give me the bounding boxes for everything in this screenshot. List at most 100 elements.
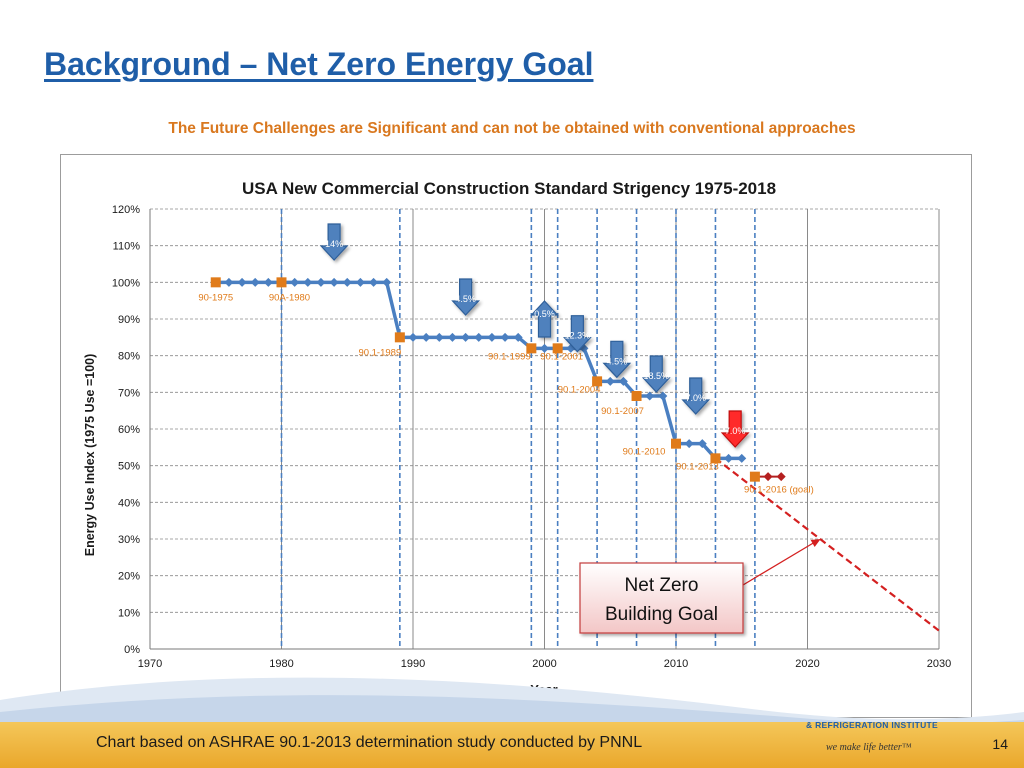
standard-label: 90.1-2010 bbox=[623, 447, 666, 458]
y-tick-label: 100% bbox=[112, 277, 140, 289]
y-tick-label: 0% bbox=[124, 644, 140, 656]
reduction-label: 4.5% bbox=[455, 294, 476, 304]
standard-marker bbox=[710, 453, 721, 464]
series-point bbox=[487, 332, 497, 342]
reduction-arrow bbox=[681, 377, 711, 415]
callout-arrowhead bbox=[810, 539, 821, 547]
standard-label: 90.1-2004 bbox=[558, 384, 601, 395]
series-point bbox=[421, 332, 431, 342]
page-number: 14 bbox=[992, 736, 1008, 752]
standard-marker bbox=[394, 332, 405, 343]
x-tick-label: 2000 bbox=[532, 658, 556, 670]
standard-marker bbox=[631, 391, 642, 401]
footer-bar bbox=[0, 722, 1024, 768]
series-point bbox=[434, 332, 444, 342]
y-tick-label: 40% bbox=[118, 497, 140, 509]
x-tick-label: 1970 bbox=[138, 658, 162, 670]
series-point bbox=[645, 391, 655, 401]
reduction-arrow bbox=[641, 355, 671, 393]
y-tick-label: 110% bbox=[113, 241, 141, 253]
callout-line-2: Building Goal bbox=[605, 604, 718, 625]
chart-title: USA New Commercial Construction Standard… bbox=[242, 179, 776, 198]
reduction-label: 14% bbox=[325, 239, 343, 249]
y-tick-label: 20% bbox=[118, 571, 140, 583]
y-tick-label: 50% bbox=[118, 461, 140, 473]
reduction-label: 18.5% bbox=[644, 371, 670, 381]
net-zero-trend-line bbox=[714, 457, 940, 632]
series-point bbox=[316, 277, 326, 287]
series-point bbox=[540, 343, 549, 353]
x-tick-label: 1990 bbox=[401, 658, 425, 670]
footer-caption: Chart based on ASHRAE 90.1-2013 determin… bbox=[96, 734, 643, 751]
reduction-label: 7.0% bbox=[685, 393, 706, 403]
standard-label: 90.1-2007 bbox=[601, 406, 644, 417]
standard-label: 90.1-2013 bbox=[676, 461, 719, 472]
standard-marker bbox=[276, 277, 287, 288]
standard-marker bbox=[749, 471, 760, 482]
x-tick-label: 1980 bbox=[269, 658, 293, 670]
series-point bbox=[408, 332, 418, 342]
series-point bbox=[684, 439, 694, 449]
series-point bbox=[342, 277, 352, 287]
series-point bbox=[382, 277, 392, 287]
series-point bbox=[355, 277, 365, 287]
standard-marker bbox=[592, 376, 603, 387]
series-point bbox=[329, 277, 339, 287]
callout-line-1: Net Zero bbox=[625, 575, 699, 596]
standard-label: 90.1-2016 (goal) bbox=[744, 485, 814, 496]
slide-title: Background – Net Zero Energy Goal bbox=[44, 46, 594, 82]
tagline: we make life better™ bbox=[826, 742, 912, 753]
y-tick-label: 10% bbox=[118, 607, 140, 619]
series-point bbox=[566, 343, 576, 353]
series-point bbox=[579, 343, 589, 353]
org-name: & REFRIGERATION INSTITUTE bbox=[806, 720, 939, 730]
series-point bbox=[474, 332, 484, 342]
standard-label: 90.1-1999 bbox=[488, 351, 531, 362]
reduction-label: 0.5% bbox=[534, 309, 555, 319]
x-tick-label: 2030 bbox=[927, 658, 951, 670]
series-point bbox=[461, 332, 471, 342]
standard-marker bbox=[526, 343, 537, 354]
series-point bbox=[737, 453, 747, 463]
series-point bbox=[500, 332, 510, 342]
x-tick-label: 2010 bbox=[664, 658, 688, 670]
series-point bbox=[658, 391, 668, 401]
series-point bbox=[776, 472, 786, 482]
y-tick-label: 30% bbox=[118, 534, 140, 546]
series-point bbox=[290, 277, 300, 287]
y-tick-label: 120% bbox=[112, 204, 140, 216]
series-point bbox=[697, 439, 707, 449]
chart-canvas: USA New Commercial Construction Standard… bbox=[83, 179, 951, 697]
reduction-arrow-highlight bbox=[720, 410, 750, 448]
y-tick-label: 80% bbox=[118, 351, 140, 363]
series-point bbox=[618, 376, 628, 386]
series-point bbox=[369, 277, 379, 287]
series-point bbox=[513, 332, 523, 342]
reduction-label: 12.3% bbox=[565, 331, 591, 341]
series-point bbox=[605, 376, 615, 386]
series-point bbox=[237, 277, 247, 287]
y-tick-label: 90% bbox=[118, 314, 140, 326]
series-point bbox=[763, 472, 773, 482]
series-point bbox=[447, 332, 457, 342]
chart-frame: USA New Commercial Construction Standard… bbox=[60, 154, 972, 718]
reduction-arrow bbox=[530, 300, 559, 338]
net-zero-callout-box bbox=[579, 562, 744, 634]
standard-label: 90.1-2001 bbox=[540, 351, 583, 362]
reduction-label: 4.5% bbox=[607, 356, 628, 366]
reduction-arrow bbox=[602, 340, 632, 379]
y-tick-label: 70% bbox=[118, 387, 140, 399]
standard-label: 90-1975 bbox=[198, 292, 233, 303]
x-tick-label: 2020 bbox=[795, 658, 819, 670]
y-axis-label: Energy Use Index (1975 Use =100) bbox=[83, 354, 97, 557]
standard-marker bbox=[552, 343, 563, 354]
slide-subtitle: The Future Challenges are Significant an… bbox=[168, 120, 856, 137]
reduction-arrow bbox=[451, 278, 480, 316]
series-point bbox=[263, 277, 273, 287]
standard-marker bbox=[671, 438, 681, 449]
reduction-label: 7.0% bbox=[725, 426, 746, 436]
callout-connector bbox=[742, 540, 817, 586]
reduction-arrow bbox=[562, 315, 592, 353]
series-point bbox=[724, 453, 734, 463]
series-point bbox=[224, 277, 234, 287]
